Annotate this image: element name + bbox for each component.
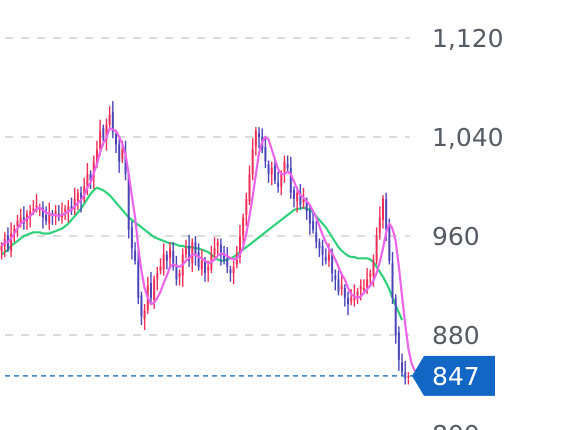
candle (57, 205, 60, 222)
candle (134, 242, 137, 265)
candle (404, 360, 407, 385)
candle (143, 304, 146, 331)
candle (394, 294, 397, 344)
candlestick-series (0, 101, 410, 385)
candle (375, 227, 378, 265)
ma-long-line (0, 186, 404, 321)
candle (340, 274, 343, 296)
candle (45, 206, 48, 225)
current-price-marker: 847 (5, 355, 495, 396)
y-tick-label: 800 (432, 420, 480, 430)
y-tick-label: 960 (432, 222, 480, 251)
candle (308, 205, 311, 235)
candle (283, 155, 286, 183)
candle (229, 265, 232, 282)
candle (181, 248, 184, 287)
candle (60, 202, 63, 224)
candle (343, 284, 346, 307)
candle (248, 165, 251, 206)
candle (219, 238, 222, 266)
candle (108, 106, 111, 129)
ma-short-line (0, 127, 416, 372)
candle (391, 252, 394, 305)
candle (258, 127, 261, 149)
candle (130, 221, 133, 260)
candle (73, 187, 76, 215)
candle (172, 242, 175, 271)
candle (41, 201, 44, 229)
candle (381, 195, 384, 229)
candle (111, 101, 114, 139)
current-price-badge (412, 355, 495, 396)
candle (70, 197, 73, 215)
current-price-label: 847 (432, 362, 480, 391)
candle (321, 239, 324, 266)
ma-long-layer (0, 186, 404, 321)
candle (213, 237, 216, 261)
candle (397, 326, 400, 371)
candle (251, 138, 254, 181)
candle (165, 250, 168, 270)
candle (232, 260, 235, 285)
candle (318, 238, 321, 258)
candle (51, 210, 54, 225)
candle (115, 130, 118, 154)
candle (83, 177, 86, 203)
candle (16, 214, 19, 238)
candle (210, 245, 213, 274)
y-tick-label: 1,120 (432, 24, 504, 53)
grid-lines (5, 37, 410, 336)
candle (48, 202, 51, 230)
candle (156, 266, 159, 291)
candle (226, 247, 229, 274)
candle (184, 239, 187, 259)
candle (149, 271, 152, 305)
candle (137, 249, 140, 305)
candle (334, 269, 337, 291)
candle (277, 171, 280, 193)
candle (264, 135, 267, 168)
candle (378, 206, 381, 240)
candle (194, 236, 197, 266)
y-tick-label: 1,040 (432, 123, 504, 152)
candle (175, 255, 178, 286)
y-axis-tick-labels: 1,120 1,040 960 880 800 (432, 24, 504, 430)
candle (76, 188, 79, 211)
candle (407, 372, 410, 385)
y-tick-label: 880 (432, 321, 480, 350)
candle (178, 269, 181, 286)
candle (238, 224, 241, 264)
candle (362, 279, 365, 292)
candle (188, 234, 191, 267)
candle (369, 269, 372, 286)
candle (140, 291, 143, 326)
candle (347, 291, 350, 316)
candle (315, 221, 318, 249)
candle (216, 238, 219, 255)
ma-short-layer (0, 127, 416, 372)
candle (356, 287, 359, 305)
candle (286, 155, 289, 172)
candle (169, 242, 172, 270)
candle (267, 160, 270, 183)
candle (22, 206, 25, 230)
candle (159, 258, 162, 275)
candle (289, 156, 292, 199)
candle (118, 138, 121, 173)
candle (200, 249, 203, 276)
candle (337, 270, 340, 296)
candle (270, 161, 273, 186)
candle (162, 243, 165, 276)
candle (312, 212, 315, 234)
candle (254, 127, 257, 156)
candle (38, 203, 41, 217)
candle (245, 192, 248, 227)
candle (401, 353, 404, 376)
candle (324, 248, 327, 265)
candle (292, 186, 295, 208)
candle (242, 213, 245, 245)
